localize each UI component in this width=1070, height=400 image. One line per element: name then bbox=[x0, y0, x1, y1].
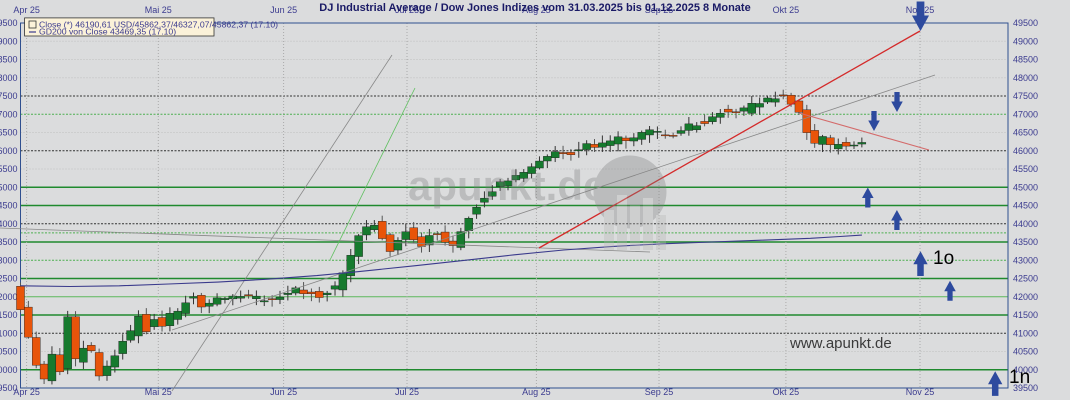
svg-text:www.apunkt.de: www.apunkt.de bbox=[789, 335, 892, 352]
svg-text:44500: 44500 bbox=[0, 201, 18, 211]
svg-text:41500: 41500 bbox=[0, 310, 18, 320]
svg-text:1o: 1o bbox=[933, 248, 954, 269]
svg-text:Okt 25: Okt 25 bbox=[773, 5, 800, 15]
svg-text:40500: 40500 bbox=[1013, 347, 1038, 357]
svg-text:47500: 47500 bbox=[1013, 91, 1038, 101]
svg-text:49000: 49000 bbox=[0, 36, 18, 46]
svg-text:47000: 47000 bbox=[1013, 109, 1038, 119]
svg-text:Apr 25: Apr 25 bbox=[13, 5, 40, 15]
svg-text:48000: 48000 bbox=[1013, 73, 1038, 83]
svg-text:48000: 48000 bbox=[0, 73, 18, 83]
svg-text:45000: 45000 bbox=[0, 182, 18, 192]
svg-text:47000: 47000 bbox=[0, 109, 18, 119]
svg-text:DJ Industrial Average / Dow Jo: DJ Industrial Average / Dow Jones Indize… bbox=[319, 2, 750, 14]
svg-text:41500: 41500 bbox=[1013, 310, 1038, 320]
svg-text:46500: 46500 bbox=[0, 128, 18, 138]
svg-text:Jun 25: Jun 25 bbox=[270, 5, 297, 15]
svg-text:45500: 45500 bbox=[1013, 164, 1038, 174]
svg-text:41000: 41000 bbox=[1013, 328, 1038, 338]
svg-text:Mai 25: Mai 25 bbox=[145, 5, 172, 15]
svg-text:45000: 45000 bbox=[1013, 182, 1038, 192]
svg-text:41000: 41000 bbox=[0, 328, 18, 338]
svg-text:40000: 40000 bbox=[0, 365, 18, 375]
svg-text:43500: 43500 bbox=[0, 237, 18, 247]
svg-text:42500: 42500 bbox=[1013, 274, 1038, 284]
svg-text:48500: 48500 bbox=[0, 55, 18, 65]
svg-text:42500: 42500 bbox=[0, 274, 18, 284]
svg-text:43000: 43000 bbox=[1013, 255, 1038, 265]
svg-text:40500: 40500 bbox=[0, 347, 18, 357]
svg-text:46000: 46000 bbox=[1013, 146, 1038, 156]
svg-text:45500: 45500 bbox=[0, 164, 18, 174]
svg-text:apunkt.de: apunkt.de bbox=[408, 162, 606, 209]
svg-text:43000: 43000 bbox=[0, 255, 18, 265]
svg-text:47500: 47500 bbox=[0, 91, 18, 101]
svg-text:46500: 46500 bbox=[1013, 128, 1038, 138]
svg-text:1n: 1n bbox=[1009, 367, 1030, 388]
svg-text:48500: 48500 bbox=[1013, 55, 1038, 65]
svg-text:44000: 44000 bbox=[0, 219, 18, 229]
svg-text:49500: 49500 bbox=[0, 18, 18, 28]
svg-text:42000: 42000 bbox=[0, 292, 18, 302]
svg-text:42000: 42000 bbox=[1013, 292, 1038, 302]
svg-text:49000: 49000 bbox=[1013, 36, 1038, 46]
svg-text:44500: 44500 bbox=[1013, 201, 1038, 211]
svg-text:GD200 von Close 43469,35 (17.1: GD200 von Close 43469,35 (17.10) bbox=[39, 27, 176, 37]
svg-text:49500: 49500 bbox=[1013, 18, 1038, 28]
svg-text:44000: 44000 bbox=[1013, 219, 1038, 229]
svg-text:46000: 46000 bbox=[0, 146, 18, 156]
svg-text:43500: 43500 bbox=[1013, 237, 1038, 247]
